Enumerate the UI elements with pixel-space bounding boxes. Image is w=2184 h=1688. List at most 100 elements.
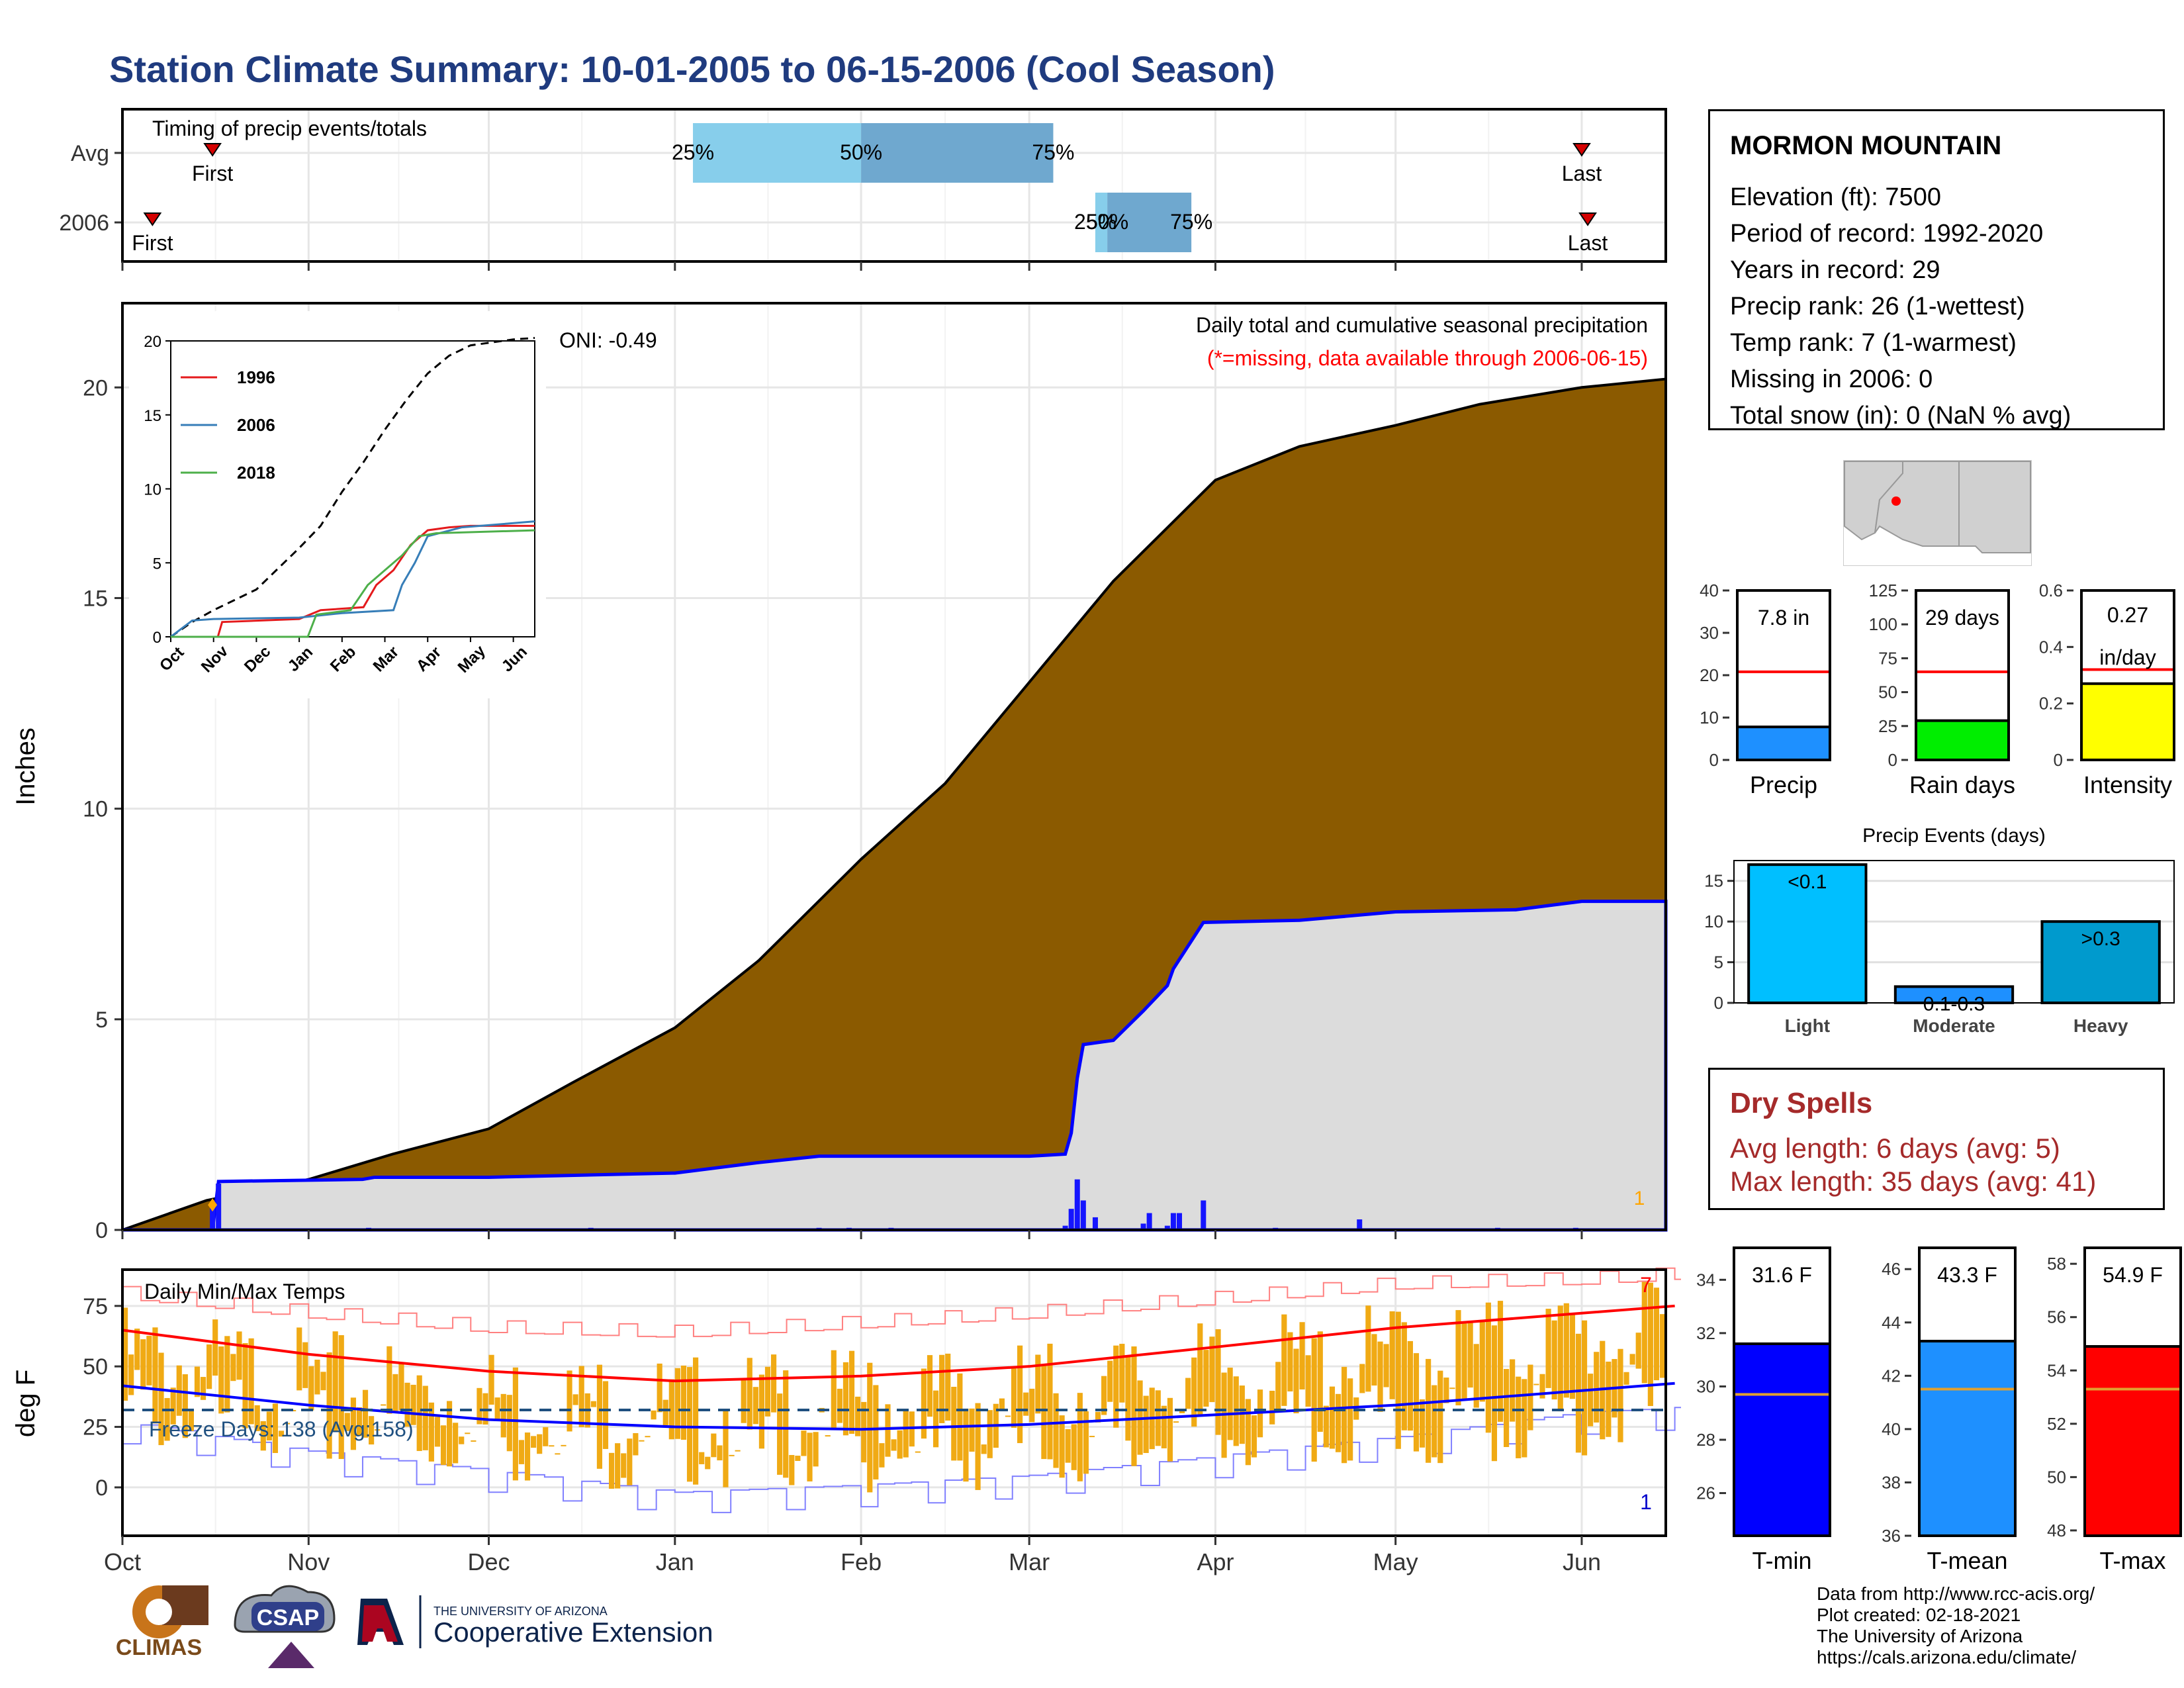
- station-stat-missing: Missing in 2006: 0: [1730, 365, 1933, 393]
- last-marker: [1578, 212, 1597, 226]
- daily-temp-range-bar: [711, 1433, 717, 1458]
- daily-temp-range-bar: [848, 1350, 855, 1434]
- daily-temp-range-bar: [434, 1417, 441, 1447]
- timing-row-label: Avg: [71, 141, 109, 166]
- daily-temp-range-bar: [1594, 1352, 1600, 1423]
- daily-temp-range-bar: [1335, 1393, 1342, 1452]
- daily-temp-range-bar: [939, 1354, 945, 1423]
- daily-temp-range-bar: [741, 1379, 747, 1423]
- daily-temp-range-bar: [375, 1429, 381, 1431]
- daily-temp-range-bar: [158, 1352, 164, 1446]
- y-tick-label: 25: [83, 1415, 108, 1440]
- daily-temp-range-bar: [567, 1370, 572, 1432]
- events-y-tick-label: 0: [1714, 993, 1723, 1013]
- events-category-label: Light: [1785, 1015, 1830, 1036]
- gauge-y-tick-label: 0: [1709, 750, 1719, 770]
- daily-temp-range-bar: [1179, 1409, 1185, 1413]
- daily-temp-range-bar: [1329, 1386, 1336, 1449]
- daily-temp-range-bar: [590, 1401, 596, 1407]
- record-high-count: 7: [1640, 1273, 1652, 1297]
- gauge-y-tick-label: 28: [1696, 1430, 1715, 1450]
- gauge-name-label: T-mean: [1927, 1547, 2007, 1574]
- daily-temp-range-bar: [1641, 1282, 1647, 1383]
- daily-temp-range-bar: [1623, 1372, 1629, 1385]
- daily-temp-range-bar: [1551, 1320, 1557, 1400]
- quantile-label: 50%: [840, 140, 882, 164]
- daily-temp-range-bar: [392, 1374, 398, 1411]
- daily-temp-range-bar: [831, 1350, 837, 1429]
- daily-temp-range-bar: [446, 1401, 453, 1467]
- record-low-count: 1: [1640, 1490, 1652, 1514]
- daily-temp-range-bar: [1281, 1314, 1287, 1406]
- daily-temp-range-bar: [134, 1329, 140, 1370]
- daily-temp-range-bar: [981, 1444, 987, 1454]
- daily-temp-range-bar: [1401, 1322, 1407, 1430]
- daily-temp-range-bar: [194, 1366, 201, 1397]
- daily-temp-range-bar: [422, 1385, 428, 1450]
- daily-temp-range-bar: [549, 1445, 555, 1447]
- gauge-y-tick-label: 50: [2047, 1467, 2066, 1487]
- daily-temp-range-bar: [1083, 1411, 1089, 1474]
- daily-temp-range-bar: [524, 1432, 531, 1481]
- daily-temp-range-bar: [657, 1363, 662, 1413]
- daily-temp-range-bar: [1653, 1288, 1660, 1381]
- gauge-name-label: Precip: [1750, 771, 1817, 798]
- temp-title: Daily Min/Max Temps: [144, 1280, 345, 1303]
- daily-temp-range-bar: [188, 1409, 194, 1431]
- events-category-label: Heavy: [2073, 1015, 2128, 1036]
- logo-strip: CLIMAS CSAP THE UNIVERSITY OF ARIZONA Co…: [109, 1579, 745, 1685]
- daily-temp-range-bar: [1617, 1348, 1623, 1442]
- events-y-tick-label: 5: [1714, 953, 1723, 972]
- daily-temp-range-bar: [1119, 1344, 1125, 1403]
- daily-temp-range-bar: [639, 1440, 645, 1442]
- x-tick-label: Apr: [1197, 1548, 1234, 1575]
- daily-temp-range-bar: [1065, 1429, 1071, 1463]
- gauge-frame: [1733, 1246, 1831, 1537]
- inset-y-tick-label: 0: [153, 629, 161, 647]
- csap-logo-text: CSAP: [257, 1605, 319, 1630]
- daily-temp-range-bar: [963, 1408, 969, 1482]
- gauge-bar: [1737, 727, 1830, 760]
- gauge-name-label: T-max: [2099, 1547, 2165, 1574]
- gauge-y-tick-label: 52: [2047, 1414, 2066, 1434]
- cooperative-extension-text: Cooperative Extension: [433, 1617, 713, 1648]
- gauge-bar: [1916, 720, 2009, 760]
- daily-temp-range-bar: [1581, 1320, 1588, 1456]
- gauge-y-tick-label: 26: [1696, 1483, 1715, 1503]
- gauge-y-tick-label: 10: [1700, 708, 1719, 727]
- daily-temp-range-bar: [770, 1354, 777, 1413]
- daily-temp-range-bar: [1251, 1415, 1257, 1458]
- daily-temp-range-bar: [867, 1362, 873, 1493]
- y-tick-label: 0: [95, 1218, 108, 1243]
- gauge-value-label: 0.27: [2107, 603, 2148, 627]
- daily-temp-range-bar: [578, 1366, 584, 1427]
- season-totals-charts: 0 10 20 30 40 7.8 in Precip 0 25 50 75 100 125 29 day…: [1700, 581, 2175, 798]
- daily-temp-range-bar: [1293, 1348, 1299, 1414]
- station-stat-temp-rank: Temp rank: 7 (1-warmest): [1730, 329, 2017, 357]
- y-tick-label: 75: [83, 1294, 108, 1319]
- daily-temp-range-bar: [1197, 1323, 1203, 1416]
- gauge-y-tick-label: 46: [1882, 1259, 1901, 1279]
- precip-panel-border: [121, 302, 1667, 1231]
- daily-temp-range-bar: [224, 1336, 230, 1413]
- daily-temp-range-bar: [453, 1423, 459, 1464]
- first-marker: [203, 143, 222, 157]
- daily-temp-range-bar: [1533, 1383, 1539, 1385]
- daily-temp-range-bar: [651, 1410, 657, 1420]
- inset-y-tick-label: 20: [144, 333, 161, 351]
- daily-precip-bar: [1068, 1209, 1074, 1230]
- daily-temp-range-bar: [1342, 1366, 1347, 1464]
- gauge-bar: [2081, 683, 2174, 760]
- daily-temp-range-bar: [543, 1427, 549, 1446]
- daily-temp-range-bar: [1113, 1345, 1119, 1428]
- daily-temp-range-bar: [1173, 1421, 1179, 1423]
- gauge-y-tick-label: 0.4: [2039, 637, 2063, 657]
- daily-temp-range-bar: [260, 1421, 266, 1451]
- daily-precip-bar: [1074, 1179, 1080, 1230]
- inset-y-tick-label: 15: [144, 407, 161, 425]
- station-stat-precip-rank: Precip rank: 26 (1-wettest): [1730, 293, 2025, 320]
- climas-logo: CLIMAS: [116, 1585, 208, 1660]
- missing-count: 1: [1634, 1188, 1645, 1209]
- daily-temp-range-bar: [1275, 1362, 1281, 1412]
- daily-temp-range-bar: [927, 1355, 933, 1417]
